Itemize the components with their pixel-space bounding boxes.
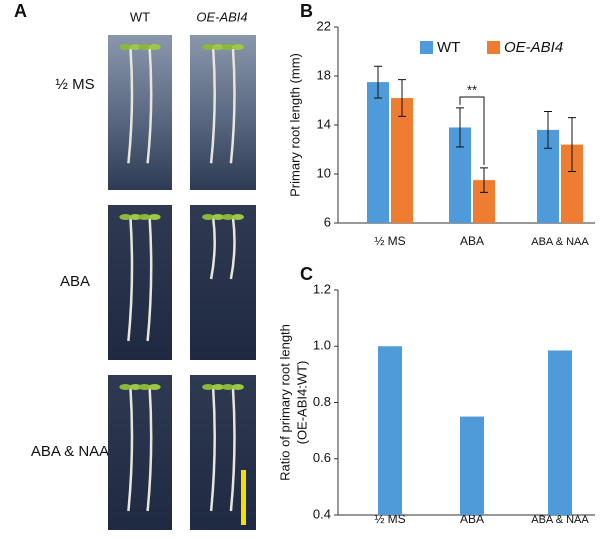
- bar: [449, 127, 471, 223]
- y-tick-label: 0.8: [313, 394, 331, 409]
- leaf: [202, 384, 215, 390]
- error-bar: [398, 79, 406, 117]
- leaf: [202, 44, 215, 50]
- legend-label: OE-ABI4: [504, 39, 563, 56]
- y-tick-label: 0.6: [313, 450, 331, 465]
- leaf: [231, 214, 244, 220]
- y-tick-label: 1.0: [313, 338, 331, 353]
- plate: [190, 375, 256, 530]
- bar: [537, 129, 559, 223]
- panel-letter: B: [300, 1, 313, 21]
- y-tick-label: 10: [317, 165, 331, 180]
- bar: [548, 350, 572, 515]
- scale-bar: [241, 470, 246, 525]
- bar: [391, 98, 413, 223]
- leaf: [119, 384, 132, 390]
- row-label: ABA: [60, 273, 90, 290]
- root: [146, 216, 153, 342]
- plate: [108, 35, 172, 190]
- y-tick-label: 0.4: [313, 506, 331, 521]
- root: [229, 46, 236, 164]
- leaf: [119, 44, 132, 50]
- x-tick-label: ABA & NAA: [531, 514, 589, 526]
- y-tick-label: 18: [317, 67, 331, 82]
- column-label: WT: [130, 9, 150, 24]
- leaf: [221, 384, 234, 390]
- row-label: ABA & NAA: [31, 443, 109, 460]
- annotation: **: [467, 82, 477, 97]
- x-tick-label: ½ MS: [374, 512, 405, 526]
- x-tick-label: ½ MS: [374, 234, 405, 248]
- root: [127, 216, 134, 342]
- error-bar: [456, 107, 464, 148]
- leaf: [148, 384, 161, 390]
- x-tick-label: ABA & NAA: [531, 236, 589, 248]
- root: [209, 216, 216, 280]
- panel-letter: A: [14, 1, 27, 21]
- bar: [473, 180, 495, 223]
- root: [146, 386, 153, 512]
- bar: [378, 346, 402, 515]
- plate: [190, 35, 256, 190]
- error-bar: [568, 117, 576, 173]
- root: [229, 386, 236, 512]
- leaf: [231, 384, 244, 390]
- leaf: [129, 44, 142, 50]
- error-bar: [480, 167, 488, 193]
- legend-swatch: [420, 41, 433, 54]
- y-tick-label: 14: [317, 116, 331, 131]
- root: [127, 386, 134, 512]
- leaf: [138, 384, 151, 390]
- leaf: [202, 214, 215, 220]
- leaf: [148, 44, 161, 50]
- root: [209, 46, 216, 164]
- y-tick-label: 6: [324, 214, 331, 229]
- significance-bracket: [459, 96, 485, 165]
- error-bar: [374, 65, 382, 99]
- legend-label: WT: [437, 39, 460, 56]
- leaf: [221, 44, 234, 50]
- y-axis-label: (OE-ABI4:WT): [294, 361, 309, 445]
- row-label: ½ MS: [55, 76, 94, 93]
- x-tick-label: ABA: [460, 512, 484, 526]
- x-tick-label: ABA: [460, 234, 484, 248]
- legend-swatch: [487, 41, 500, 54]
- bar: [561, 144, 583, 223]
- plate: [108, 205, 172, 360]
- leaf: [231, 44, 244, 50]
- leaf: [212, 44, 225, 50]
- leaf: [119, 214, 132, 220]
- column-label: OE-ABI4: [196, 9, 247, 24]
- bar: [460, 416, 484, 515]
- panel-letter: C: [300, 264, 313, 284]
- plate: [190, 205, 256, 360]
- leaf: [129, 384, 142, 390]
- leaf: [212, 214, 225, 220]
- root: [229, 216, 236, 280]
- error-bar: [544, 111, 552, 149]
- leaf: [138, 214, 151, 220]
- seedling-photos: [108, 35, 256, 530]
- y-tick-label: 1.2: [313, 281, 331, 296]
- root: [146, 46, 153, 164]
- y-axis-label: Primary root length (mm): [287, 53, 302, 197]
- leaf: [148, 214, 161, 220]
- leaf: [212, 384, 225, 390]
- plate: [108, 375, 172, 530]
- root: [127, 46, 134, 164]
- leaf: [221, 214, 234, 220]
- leaf: [138, 44, 151, 50]
- y-axis-label: Ratio of primary root length: [277, 324, 292, 481]
- root: [209, 386, 216, 512]
- leaf: [129, 214, 142, 220]
- y-tick-label: 22: [317, 18, 331, 33]
- bar: [367, 82, 389, 223]
